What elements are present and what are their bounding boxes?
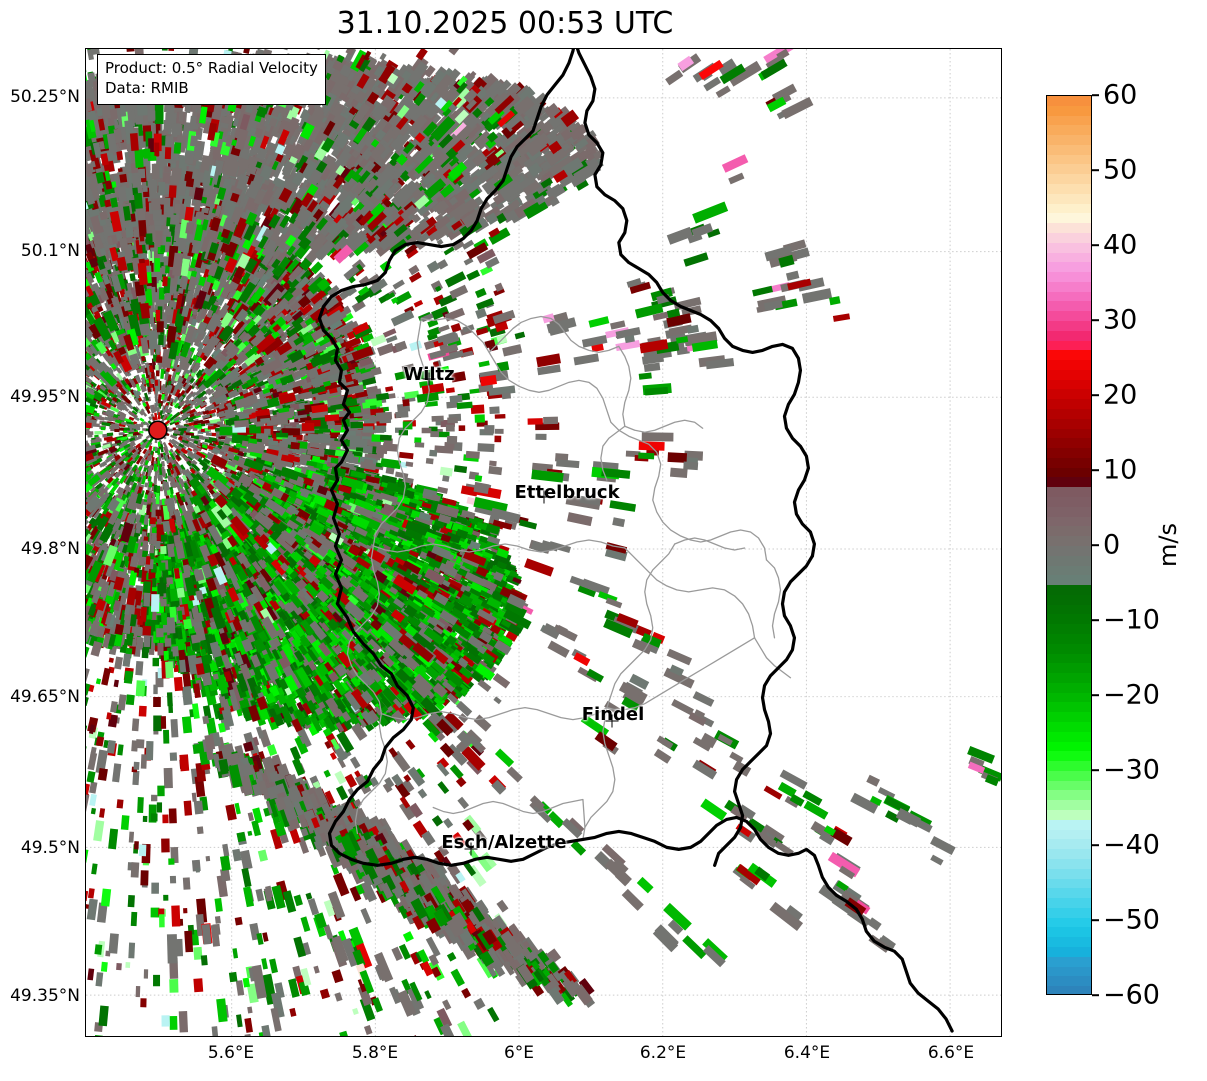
radar-cell (174, 449, 181, 457)
x-tick-label-3: 6.2°E (639, 1043, 687, 1063)
radar-cell (100, 426, 106, 431)
radar-cell (94, 430, 103, 435)
radar-cell (92, 510, 100, 519)
radar-cell (167, 428, 174, 432)
radar-cell (139, 457, 146, 465)
radar-cell (158, 454, 162, 461)
radar-cell (87, 433, 93, 438)
x-tick-label-0: 5.6°E (207, 1043, 255, 1063)
radar-cell (142, 428, 146, 431)
radar-cell (157, 447, 161, 455)
radar-cell (259, 391, 273, 400)
radar-cell (135, 427, 141, 431)
radar-cell (118, 431, 125, 436)
radar-cell (134, 406, 140, 412)
radar-cell (106, 432, 114, 437)
radar-cell (90, 440, 101, 447)
x-tick-label-2: 6°E (503, 1043, 535, 1063)
radar-cell (201, 428, 205, 433)
y-tick-label-3: 49.8°N (20, 539, 80, 559)
radar-cell (86, 428, 90, 433)
radar-cell (153, 463, 158, 472)
map-plot-area[interactable]: Product: 0.5° Radial Velocity Data: RMIB… (85, 48, 1002, 1037)
radar-cell (97, 388, 109, 398)
radar-cell (144, 401, 151, 410)
y-axis-tick-labels: 50.25°N 50.1°N 49.95°N 49.8°N 49.65°N 49.5°N 4… (0, 0, 80, 1081)
radar-cell (136, 637, 144, 649)
radar-cell (207, 425, 217, 430)
y-tick-label-2: 49.95°N (10, 387, 80, 407)
radar-cell (147, 441, 153, 449)
y-tick-label-5: 49.5°N (20, 838, 80, 858)
radar-cell (159, 474, 163, 482)
y-tick-label-6: 49.35°N (10, 986, 80, 1006)
page-title: 31.10.2025 00:53 UTC (336, 6, 674, 41)
radar-cell (205, 432, 212, 436)
radar-echo-layer (86, 49, 1001, 1036)
radar-cell (135, 383, 142, 392)
radar-cell (169, 452, 176, 461)
x-tick-label-4: 6.4°E (783, 1043, 831, 1063)
y-tick-label-0: 50.25°N (10, 87, 80, 107)
radar-cell (87, 505, 99, 519)
radar-cell (153, 475, 158, 485)
x-tick-label-5: 6.6°E (927, 1043, 975, 1063)
radar-cell (131, 410, 138, 416)
y-tick-label-4: 49.65°N (10, 687, 80, 707)
radar-cell (190, 418, 199, 424)
radar-cell (160, 368, 165, 379)
x-axis-tick-labels: 5.6°E 5.8°E 6°E 6.2°E 6.4°E 6.6°E (0, 1043, 1010, 1073)
radar-cell (178, 400, 186, 408)
radar-cell (144, 482, 149, 488)
map-canvas (86, 49, 1001, 1036)
radar-cell (156, 370, 160, 377)
radar-cell (115, 486, 123, 494)
y-tick-label-1: 50.1°N (20, 241, 80, 261)
x-tick-label-1: 5.8°E (351, 1043, 399, 1063)
